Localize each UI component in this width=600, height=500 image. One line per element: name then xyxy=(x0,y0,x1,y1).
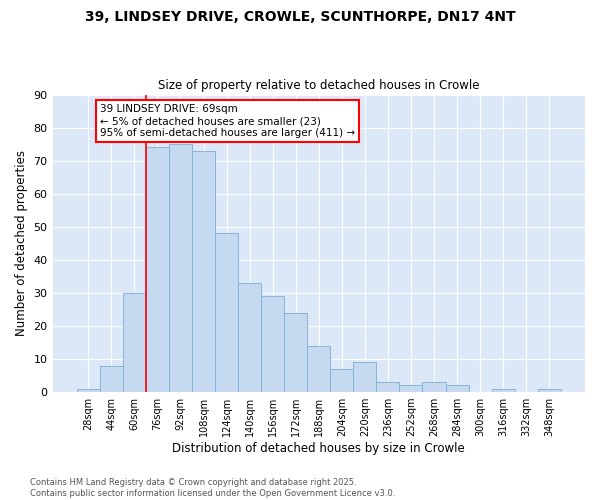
Bar xyxy=(238,283,261,392)
Text: Contains HM Land Registry data © Crown copyright and database right 2025.
Contai: Contains HM Land Registry data © Crown c… xyxy=(30,478,395,498)
Bar xyxy=(330,369,353,392)
Y-axis label: Number of detached properties: Number of detached properties xyxy=(15,150,28,336)
Bar xyxy=(353,362,376,392)
Title: Size of property relative to detached houses in Crowle: Size of property relative to detached ho… xyxy=(158,79,479,92)
Bar xyxy=(400,386,422,392)
Bar xyxy=(422,382,446,392)
Bar xyxy=(538,389,561,392)
Bar xyxy=(376,382,400,392)
Bar xyxy=(77,389,100,392)
X-axis label: Distribution of detached houses by size in Crowle: Distribution of detached houses by size … xyxy=(172,442,465,455)
Bar xyxy=(215,234,238,392)
Bar xyxy=(307,346,330,392)
Text: 39, LINDSEY DRIVE, CROWLE, SCUNTHORPE, DN17 4NT: 39, LINDSEY DRIVE, CROWLE, SCUNTHORPE, D… xyxy=(85,10,515,24)
Bar xyxy=(446,386,469,392)
Bar xyxy=(491,389,515,392)
Bar xyxy=(146,148,169,392)
Bar xyxy=(169,144,192,392)
Bar xyxy=(100,366,123,392)
Text: 39 LINDSEY DRIVE: 69sqm
← 5% of detached houses are smaller (23)
95% of semi-det: 39 LINDSEY DRIVE: 69sqm ← 5% of detached… xyxy=(100,104,355,138)
Bar xyxy=(284,312,307,392)
Bar xyxy=(123,293,146,392)
Bar xyxy=(261,296,284,392)
Bar xyxy=(192,151,215,392)
